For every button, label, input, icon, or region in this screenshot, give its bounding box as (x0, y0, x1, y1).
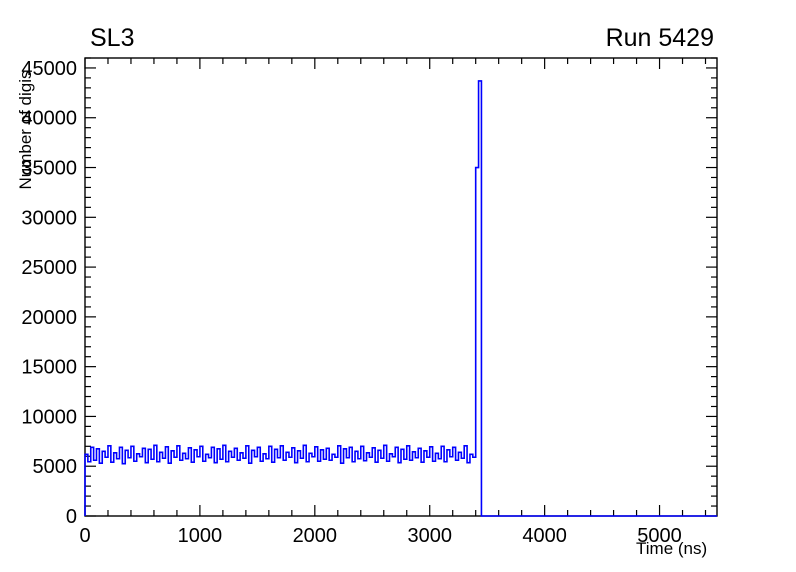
x-tick-label: 0 (79, 525, 90, 547)
y-tick-label: 5000 (33, 456, 78, 478)
y-tick-label: 20000 (21, 307, 77, 329)
y-tick-label: 45000 (21, 58, 77, 80)
histogram-trace (84, 80, 717, 517)
y-tick-label: 35000 (21, 158, 77, 180)
y-tick-label: 15000 (21, 357, 77, 379)
x-tick-label: 4000 (522, 525, 567, 547)
x-tick-label: 3000 (407, 525, 452, 547)
y-axis-title: Number of digis (16, 70, 35, 190)
x-tick-label: 5000 (637, 525, 682, 547)
y-tick-label: 10000 (21, 406, 77, 428)
x-axis-title: Time (ns) (636, 539, 708, 558)
x-tick-label: 2000 (293, 525, 338, 547)
y-tick-label: 0 (66, 506, 77, 528)
plot-title-right: Run 5429 (605, 24, 714, 52)
plot-title-left: SL3 (90, 24, 135, 52)
y-tick-label: 40000 (21, 108, 77, 130)
y-tick-label: 30000 (21, 207, 77, 229)
x-tick-label: 1000 (178, 525, 223, 547)
y-tick-label: 25000 (21, 257, 77, 279)
